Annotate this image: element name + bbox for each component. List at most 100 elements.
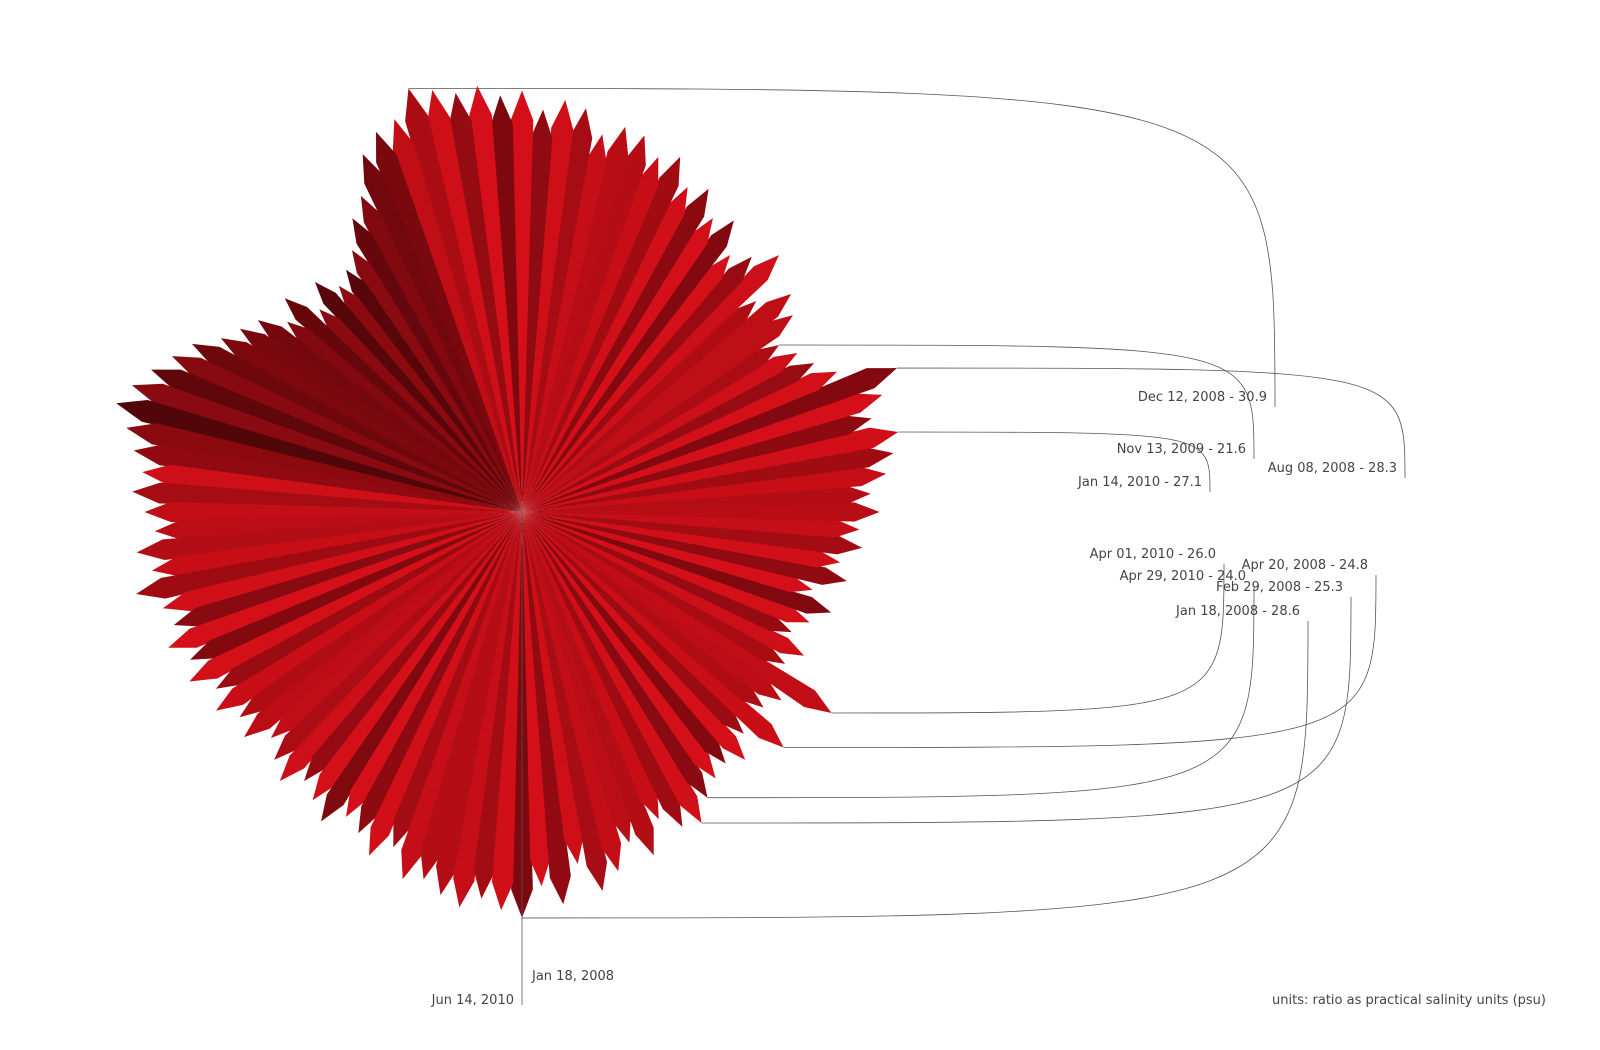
spoke [154, 512, 522, 540]
spoke [453, 512, 522, 908]
spoke [522, 363, 815, 512]
spoke [522, 512, 764, 708]
end-label: Jun 14, 2010 [431, 993, 514, 1008]
spoke [522, 220, 734, 513]
spoke [522, 512, 792, 633]
spoke [216, 512, 522, 711]
spoke [116, 400, 522, 512]
units-note: units: ratio as practical salinity units… [1272, 993, 1546, 1008]
spoke [401, 512, 522, 880]
spoke [522, 126, 629, 512]
spokes [116, 85, 899, 918]
spoke [522, 512, 622, 872]
spoke [522, 368, 897, 512]
annotation-label: Apr 20, 2008 - 24.8 [1242, 558, 1368, 573]
spoke [168, 512, 523, 648]
spoke [274, 512, 522, 760]
spoke [522, 512, 832, 713]
start-label: Jan 18, 2008 [531, 969, 614, 984]
spoke [358, 512, 522, 834]
spoke [522, 512, 708, 798]
spoke [136, 512, 523, 560]
spoke [522, 512, 832, 614]
spoke [522, 353, 798, 512]
spoke [522, 371, 838, 512]
spoke [473, 512, 522, 899]
spoke [420, 512, 522, 880]
spoke [522, 447, 894, 512]
spoke [522, 512, 841, 568]
spoke [522, 512, 551, 887]
spoke [190, 512, 522, 660]
spoke [522, 217, 713, 512]
annotation-label: Jan 14, 2010 - 27.1 [1077, 475, 1202, 490]
spoke [522, 99, 574, 513]
spoke [312, 512, 522, 801]
leader-line [707, 585, 1255, 799]
leader-line [896, 367, 1406, 479]
spoke [352, 218, 522, 512]
spoke [522, 512, 786, 664]
leader-line [701, 596, 1352, 824]
spoke [522, 135, 646, 512]
spoke [522, 512, 584, 864]
spoke [522, 294, 792, 512]
spoke [136, 512, 523, 599]
spoke [376, 131, 522, 513]
leader-line [783, 574, 1377, 748]
spoke [522, 315, 793, 512]
leaders [408, 87, 1406, 919]
spoke [522, 134, 607, 512]
spoke [144, 501, 523, 523]
spoke [244, 512, 522, 738]
spoke [270, 512, 522, 739]
spoke [133, 444, 522, 512]
spoke [522, 512, 654, 856]
spoke [319, 309, 522, 512]
spoke [522, 188, 709, 512]
spoke [522, 256, 752, 512]
annotation-label: Dec 12, 2008 - 30.9 [1138, 390, 1267, 405]
spoke [522, 485, 871, 512]
spoke [449, 92, 522, 512]
spoke [522, 512, 847, 585]
spoke [360, 195, 522, 512]
leader-line [521, 620, 1309, 919]
spoke [522, 415, 872, 512]
spoke [220, 338, 522, 512]
leader-line [408, 87, 1276, 408]
spoke [150, 369, 523, 512]
spoke [522, 512, 702, 823]
spoke [191, 343, 522, 512]
spoke [491, 512, 522, 911]
spoke [362, 154, 522, 513]
spoke [151, 512, 522, 577]
spoke [338, 285, 522, 512]
spoke [189, 512, 523, 682]
leader-line [831, 563, 1225, 714]
spoke [522, 156, 659, 512]
annotation-label: Jan 18, 2008 - 28.6 [1175, 604, 1300, 619]
spoke [522, 512, 631, 843]
spoke [522, 512, 571, 905]
spoke [304, 512, 522, 782]
annotation-label: Apr 01, 2010 - 26.0 [1090, 547, 1216, 562]
spoke [522, 254, 731, 513]
leader-line [779, 344, 1255, 460]
spoke [522, 512, 726, 764]
spoke [468, 85, 522, 512]
spoke [490, 95, 522, 513]
spoke [522, 108, 593, 513]
spoke [436, 512, 522, 896]
spoke [522, 156, 681, 512]
spoke [215, 512, 522, 689]
spoke [522, 512, 784, 748]
spoke [522, 512, 746, 760]
spoke [510, 90, 534, 513]
spoke [239, 512, 522, 718]
annotation-label: Feb 29, 2008 - 25.3 [1216, 580, 1343, 595]
spoke [405, 88, 522, 513]
spoke [522, 512, 744, 734]
spoke [522, 512, 716, 779]
